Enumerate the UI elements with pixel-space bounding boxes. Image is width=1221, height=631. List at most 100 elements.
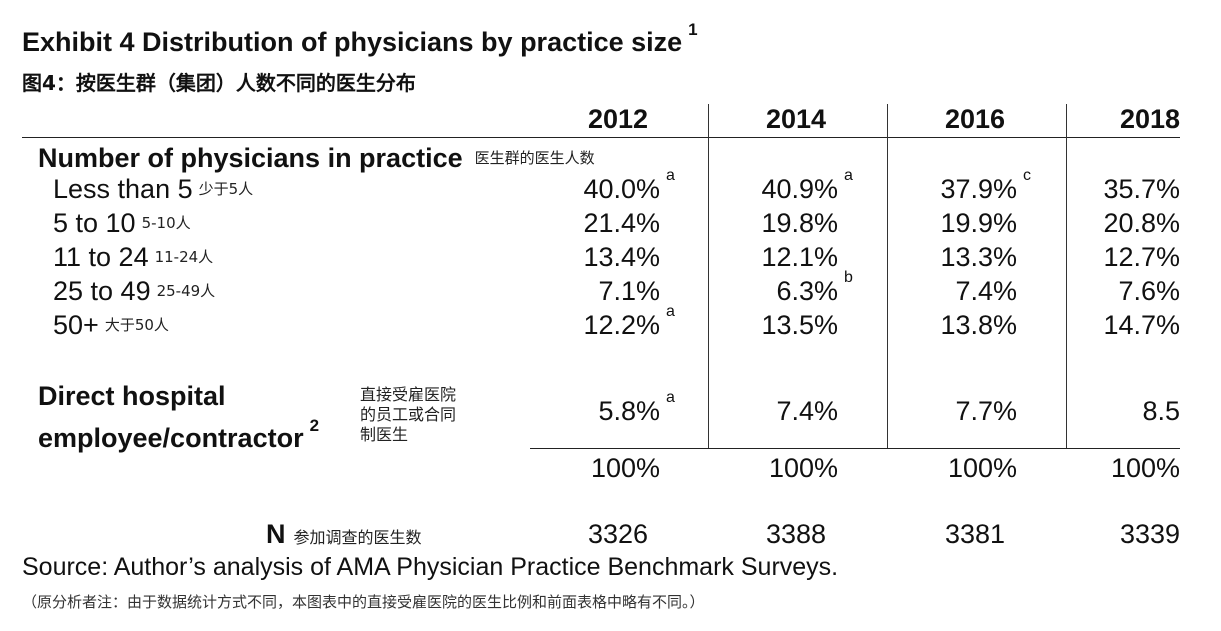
column-divider-2 bbox=[887, 104, 888, 449]
section-header: Number of physicians in practice 医生群的医生人数 bbox=[38, 143, 595, 174]
hospital-row-label: Direct hospital employee/contractor 2 bbox=[38, 378, 319, 456]
cell-r3-2018: 12.7% bbox=[1103, 242, 1180, 273]
cell-r1-2012-footnote: a bbox=[666, 167, 675, 184]
cell-hospital-2014: 7.4% bbox=[776, 396, 838, 427]
cell-r5-2016: 13.8% bbox=[940, 310, 1017, 341]
hospital-row-label-cn: 直接受雇医院 的员工或合同 制医生 bbox=[360, 385, 456, 445]
cell-r1-2018-value: 35.7% bbox=[1103, 174, 1180, 204]
hospital-row-label-line2: employee/contractor 2 bbox=[38, 414, 319, 456]
n-row-label: N 参加调查的医生数 bbox=[266, 519, 422, 550]
cell-r1-2014-footnote: a bbox=[844, 167, 853, 184]
cell-r1-2012: 40.0% a bbox=[583, 167, 674, 205]
cell-r3-2012-value: 13.4% bbox=[583, 242, 660, 272]
row-label-cn: 25-49人 bbox=[156, 282, 216, 300]
cell-r3-2014: 12.1% bbox=[761, 242, 838, 273]
cell-r5-2014-value: 13.5% bbox=[761, 310, 838, 340]
cell-r1-2016-footnote: c bbox=[1023, 167, 1031, 184]
cell-r3-2016: 13.3% bbox=[940, 242, 1017, 273]
cell-hospital-2012: 5.8% a bbox=[598, 389, 674, 427]
row-label-cn: 少于5人 bbox=[198, 180, 254, 198]
cell-hospital-2018-value: 8.5 bbox=[1142, 396, 1180, 426]
cell-r2-2012: 21.4% bbox=[583, 208, 660, 239]
cell-r1-2012-value: 40.0% bbox=[583, 174, 660, 204]
column-divider-3 bbox=[1066, 104, 1067, 449]
cell-hospital-2016: 7.7% bbox=[955, 396, 1017, 427]
cell-r4-2016-value: 7.4% bbox=[955, 276, 1017, 306]
cell-r2-2014-value: 19.8% bbox=[761, 208, 838, 238]
cell-r5-2012-footnote: a bbox=[666, 303, 675, 320]
row-label-cn: 11-24人 bbox=[154, 248, 214, 266]
row-label-1: Less than 5 少于5人 bbox=[53, 174, 253, 205]
cell-n-2018: 3339 bbox=[1119, 519, 1181, 549]
header-rule bbox=[22, 137, 1180, 138]
cell-r4-2012-value: 7.1% bbox=[598, 276, 660, 306]
cell-total-2018-value: 100% bbox=[1110, 453, 1180, 483]
row-label-cn: 大于50人 bbox=[104, 316, 169, 334]
analyst-note-cn: （原分析者注：由于数据统计方式不同，本图表中的直接受雇医院的医生比例和前面表格中… bbox=[22, 593, 705, 611]
column-divider-1 bbox=[708, 104, 709, 449]
cell-r2-2016: 19.9% bbox=[940, 208, 1017, 239]
total-rule bbox=[530, 448, 1180, 449]
column-header-2016: 2016 bbox=[944, 104, 1006, 134]
cell-r5-2012-value: 12.2% bbox=[583, 310, 660, 340]
cell-n-2014: 3388 bbox=[765, 519, 827, 549]
column-header-2012: 2012 bbox=[587, 104, 649, 134]
chart-subtitle-cn: 图4：按医生群（集团）人数不同的医生分布 bbox=[22, 71, 416, 95]
cell-r4-2018: 7.6% bbox=[1118, 276, 1180, 307]
row-label-text: 50+ bbox=[53, 310, 99, 340]
cell-r5-2012: 12.2% a bbox=[583, 303, 674, 341]
cell-r2-2014: 19.8% bbox=[761, 208, 838, 239]
cell-r4-2014-value: 6.3% bbox=[776, 276, 838, 306]
cell-r3-2012: 13.4% bbox=[583, 242, 660, 273]
cell-r5-2018-value: 14.7% bbox=[1103, 310, 1180, 340]
cell-total-2014-value: 100% bbox=[768, 453, 838, 483]
n-label-text: N bbox=[266, 519, 286, 549]
section-header-cn: 医生群的医生人数 bbox=[474, 149, 595, 167]
cell-r2-2018: 20.8% bbox=[1103, 208, 1180, 239]
cell-r2-2016-value: 19.9% bbox=[940, 208, 1017, 238]
cell-r5-2018: 14.7% bbox=[1103, 310, 1180, 341]
cell-r1-2014: 40.9% a bbox=[761, 167, 852, 205]
cell-hospital-2016-value: 7.7% bbox=[955, 396, 1017, 426]
hospital-row-label-line2-text: employee/contractor bbox=[38, 423, 304, 453]
cell-r2-2012-value: 21.4% bbox=[583, 208, 660, 238]
row-label-text: 5 to 10 bbox=[53, 208, 136, 238]
hospital-row-label-line1: Direct hospital bbox=[38, 381, 226, 411]
cell-total-2012-value: 100% bbox=[590, 453, 660, 483]
cell-r4-2014: 6.3% b bbox=[776, 269, 852, 307]
cell-hospital-2012-footnote: a bbox=[666, 389, 675, 406]
row-label-text: 25 to 49 bbox=[53, 276, 151, 306]
source-note: Source: Author’s analysis of AMA Physici… bbox=[22, 553, 839, 581]
cell-r1-2014-value: 40.9% bbox=[761, 174, 838, 204]
row-label-3: 11 to 24 11-24人 bbox=[53, 242, 213, 273]
section-header-text: Number of physicians in practice bbox=[38, 143, 463, 173]
cell-hospital-2014-value: 7.4% bbox=[776, 396, 838, 426]
cell-r4-2012: 7.1% bbox=[598, 276, 660, 307]
cell-r1-2018: 35.7% bbox=[1103, 174, 1180, 205]
chart-title-text: Exhibit 4 Distribution of physicians by … bbox=[22, 27, 683, 57]
hospital-row-label-cn-line-3: 制医生 bbox=[360, 425, 409, 444]
row-label-text: Less than 5 bbox=[53, 174, 193, 204]
row-label-2: 5 to 10 5-10人 bbox=[53, 208, 191, 239]
cell-r3-2016-value: 13.3% bbox=[940, 242, 1017, 272]
cell-total-2018: 100% bbox=[1111, 453, 1180, 484]
column-header-2014: 2014 bbox=[765, 104, 827, 134]
cell-r1-2016-value: 37.9% bbox=[940, 174, 1017, 204]
cell-total-2016-value: 100% bbox=[947, 453, 1017, 483]
cell-total-2016: 100% bbox=[948, 453, 1017, 484]
cell-r3-2018-value: 12.7% bbox=[1103, 242, 1180, 272]
cell-r3-2014-value: 12.1% bbox=[761, 242, 838, 272]
cell-r5-2014: 13.5% bbox=[761, 310, 838, 341]
cell-n-2012: 3326 bbox=[587, 519, 649, 549]
row-label-cn: 5-10人 bbox=[141, 214, 191, 232]
hospital-row-label-cn-line-1: 直接受雇医院 bbox=[360, 385, 457, 404]
cell-r2-2018-value: 20.8% bbox=[1103, 208, 1180, 238]
cell-r4-2014-footnote: b bbox=[844, 269, 853, 286]
cell-r5-2016-value: 13.8% bbox=[940, 310, 1017, 340]
row-label-text: 11 to 24 bbox=[53, 242, 149, 272]
hospital-row-footnote: 2 bbox=[309, 416, 320, 435]
n-label-cn: 参加调查的医生数 bbox=[293, 528, 422, 547]
row-label-5: 50+ 大于50人 bbox=[53, 310, 169, 341]
cell-total-2012: 100% bbox=[591, 453, 660, 484]
cell-r4-2016: 7.4% bbox=[955, 276, 1017, 307]
